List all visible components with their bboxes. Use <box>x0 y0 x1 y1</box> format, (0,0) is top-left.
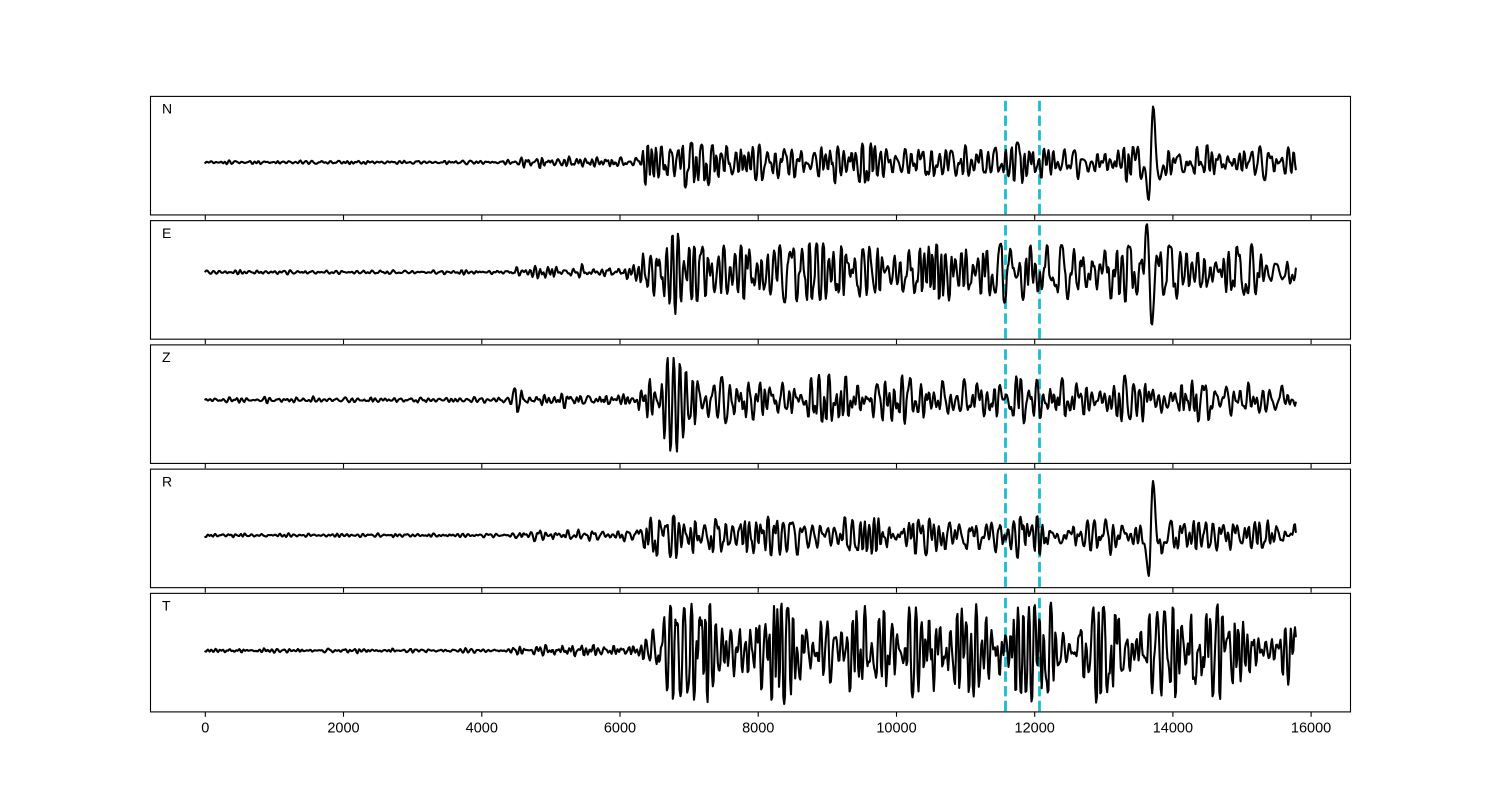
svg-text:0: 0 <box>201 721 209 737</box>
svg-text:2000: 2000 <box>327 721 359 737</box>
svg-text:E: E <box>162 225 171 241</box>
svg-text:14000: 14000 <box>1153 721 1193 737</box>
svg-text:N: N <box>162 101 172 117</box>
svg-text:6000: 6000 <box>604 721 636 737</box>
svg-text:T: T <box>162 598 171 614</box>
svg-text:8000: 8000 <box>742 721 774 737</box>
svg-text:16000: 16000 <box>1291 721 1331 737</box>
svg-text:12000: 12000 <box>1015 721 1055 737</box>
svg-text:10000: 10000 <box>876 721 916 737</box>
svg-text:Z: Z <box>162 349 171 365</box>
svg-text:R: R <box>162 473 172 489</box>
svg-text:4000: 4000 <box>466 721 498 737</box>
